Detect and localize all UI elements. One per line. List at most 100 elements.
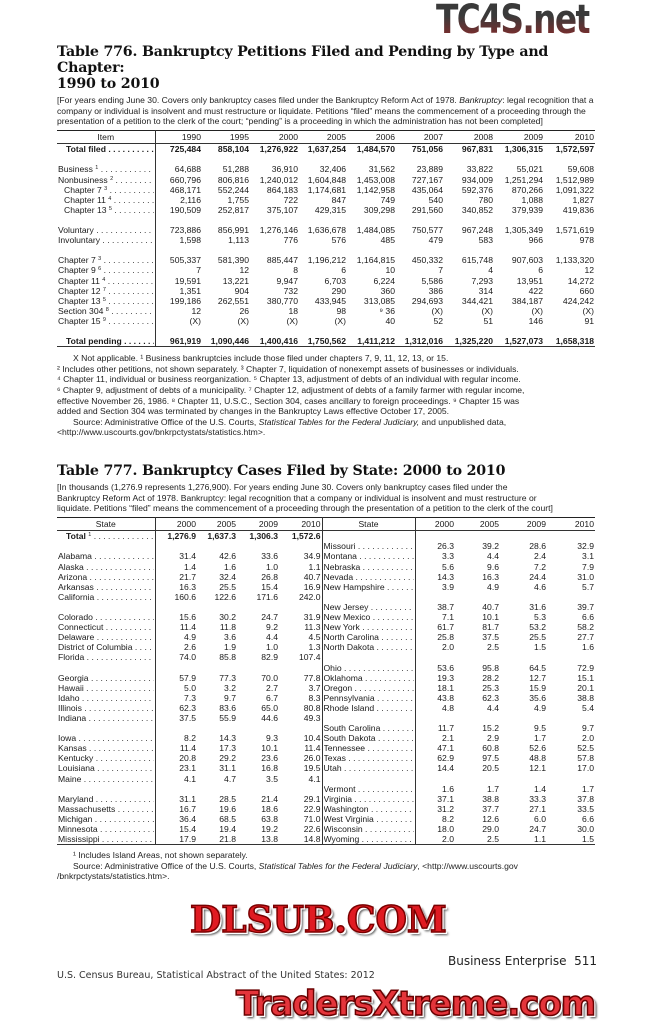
state-name: Michigan <box>58 813 93 824</box>
value-cell: 424,242 <box>562 295 594 306</box>
value-cell: 19.2 <box>261 824 278 834</box>
row-label-name: Chapter 11 <box>64 194 106 205</box>
value-cell: 576 <box>331 235 346 246</box>
state-label: Michigan <box>57 813 156 824</box>
state-label: North Dakota <box>322 642 416 653</box>
state-label-text: Louisiana <box>58 763 154 773</box>
value-cell: (X) <box>431 305 443 316</box>
state-name: Oregon <box>323 682 353 693</box>
value-cell: 23.6 <box>261 753 278 764</box>
value-cell: 1,305,349 <box>504 225 543 236</box>
value-cell: 3.7 <box>279 682 323 693</box>
watermark-tc4s: TC4S.net <box>436 0 591 43</box>
value-cell: 8 <box>293 265 298 276</box>
value-cell: 37.5 <box>482 632 499 643</box>
table-row: Involuntary 1,598 1,113 776 576 485 479 583 966 9… <box>57 235 595 246</box>
state-label-text: Virginia <box>324 794 414 804</box>
value-cell: 732 <box>283 285 298 296</box>
value-cell: 904 <box>234 285 249 296</box>
value-cell: 1.0 <box>266 642 278 653</box>
value-cell: 1,351 <box>179 285 201 296</box>
state-name: Connecticut <box>58 622 104 633</box>
value-cell: 40 <box>385 315 395 326</box>
value-cell: 725,484 <box>169 144 201 155</box>
column-header: 2000 <box>155 517 197 532</box>
value-cell: 34.9 <box>279 551 323 562</box>
state-label-text: Wyoming <box>324 834 414 844</box>
value-cell: 97.5 <box>482 753 499 764</box>
row-label-text: Chapter 13 5 <box>64 205 154 215</box>
state-name: Delaware <box>58 632 95 643</box>
value-cell: 7.9 <box>582 561 594 572</box>
state-label-text: New York <box>324 622 414 632</box>
table-row: Maine4.14.73.54.1 <box>57 773 595 784</box>
value-cell: 51,288 <box>222 164 249 175</box>
value-cell: 62.3 <box>179 702 196 713</box>
column-header: 2007 <box>396 130 444 145</box>
footnote: X Not applicable. ¹ Business bankruptcie… <box>73 353 449 364</box>
state-label: Indiana <box>57 712 156 724</box>
value-cell: 429,315 <box>314 204 346 215</box>
value-cell: 33.6 <box>261 551 278 562</box>
state-label-text: California <box>58 592 154 602</box>
value-cell: 44.6 <box>261 712 278 723</box>
value-cell: 433,945 <box>314 295 346 306</box>
page-number: 511 <box>574 954 598 968</box>
row-label-text: Total filed <box>58 144 154 154</box>
value-cell: 450,332 <box>411 255 443 266</box>
value-cell: 379,939 <box>511 204 543 215</box>
row-label: Involuntary <box>57 235 156 246</box>
value-cell: 24.7 <box>261 612 278 623</box>
footnote-ref: 3 <box>98 256 102 263</box>
value-cell: 17.0 <box>577 763 594 774</box>
value-cell: 479 <box>428 235 443 246</box>
column-header: 2009 <box>500 517 547 532</box>
value-cell: 6.6 <box>582 813 594 824</box>
value-cell: 12 <box>584 265 594 276</box>
value-cell: 340,852 <box>461 204 493 215</box>
state-label: Connecticut <box>57 622 156 633</box>
row-label: Business 1 <box>57 164 156 175</box>
state-label: Kentucky <box>57 753 156 764</box>
value-cell: 4.1 <box>184 773 196 784</box>
value-cell: 53.2 <box>529 622 546 633</box>
value-cell: 435,064 <box>411 184 443 195</box>
state-label-text: Arizona <box>58 572 154 582</box>
value-cell: ⁹ 36 <box>379 305 395 316</box>
value-cell: 68.5 <box>219 813 236 824</box>
state-label-text: South Dakota <box>324 733 414 743</box>
value-cell: 1.5 <box>582 834 594 845</box>
state-label-text: Iowa <box>58 733 154 743</box>
state-name: Ohio <box>323 662 342 673</box>
column-header: 2000 <box>250 130 299 145</box>
value-cell <box>155 784 197 794</box>
value-cell: 1.6 <box>224 561 236 572</box>
table-row: South Carolina 11.7 15.2 9.5 9.7 <box>57 723 595 734</box>
value-cell: 6.7 <box>266 692 278 703</box>
value-cell <box>279 723 323 734</box>
state-name: Tennessee <box>323 743 366 754</box>
value-cell: 31.9 <box>279 612 323 623</box>
value-cell: 660 <box>579 285 594 296</box>
table-row: Chapter 11 4 19,591 13,221 9,947 6,703 6,224 5… <box>57 275 595 286</box>
state-label: Alabama <box>57 551 156 562</box>
row-label-text: Chapter 11 4 <box>64 195 154 205</box>
value-cell <box>547 774 595 784</box>
value-cell: 1,240,012 <box>259 174 298 185</box>
value-cell: 375,107 <box>266 204 298 215</box>
headnote-line: [In thousands (1,276.9 represents 1,276,… <box>57 482 508 492</box>
row-label: Chapter 11 4 <box>57 275 156 286</box>
row-label-name: Chapter 7 <box>64 184 102 195</box>
value-cell: 2.7 <box>266 682 278 693</box>
state-label: Wyoming <box>322 834 416 845</box>
watermark-dlsub: DLSUB.COM <box>189 899 447 941</box>
state-label: Florida <box>57 652 156 663</box>
value-cell: 47.1 <box>437 743 454 754</box>
value-cell: 6,224 <box>373 275 395 286</box>
value-cell: 419,836 <box>562 204 594 215</box>
table-row: Vermont 1.6 1.7 1.4 1.7 <box>57 783 595 794</box>
value-cell: 24.4 <box>529 571 546 582</box>
